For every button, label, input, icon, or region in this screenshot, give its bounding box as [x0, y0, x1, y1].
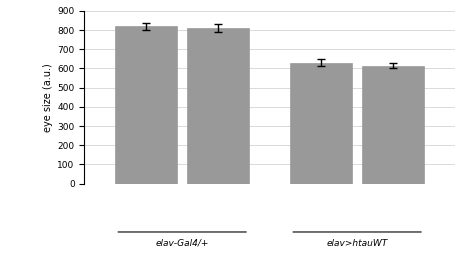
Bar: [187, 28, 249, 184]
Text: elav-Gal4/+: elav-Gal4/+: [156, 239, 209, 248]
Bar: [290, 63, 352, 184]
Y-axis label: eye size (a.u.): eye size (a.u.): [43, 63, 53, 131]
Text: elav>htauWT: elav>htauWT: [326, 239, 388, 248]
Bar: [115, 26, 177, 184]
Bar: [362, 66, 424, 184]
